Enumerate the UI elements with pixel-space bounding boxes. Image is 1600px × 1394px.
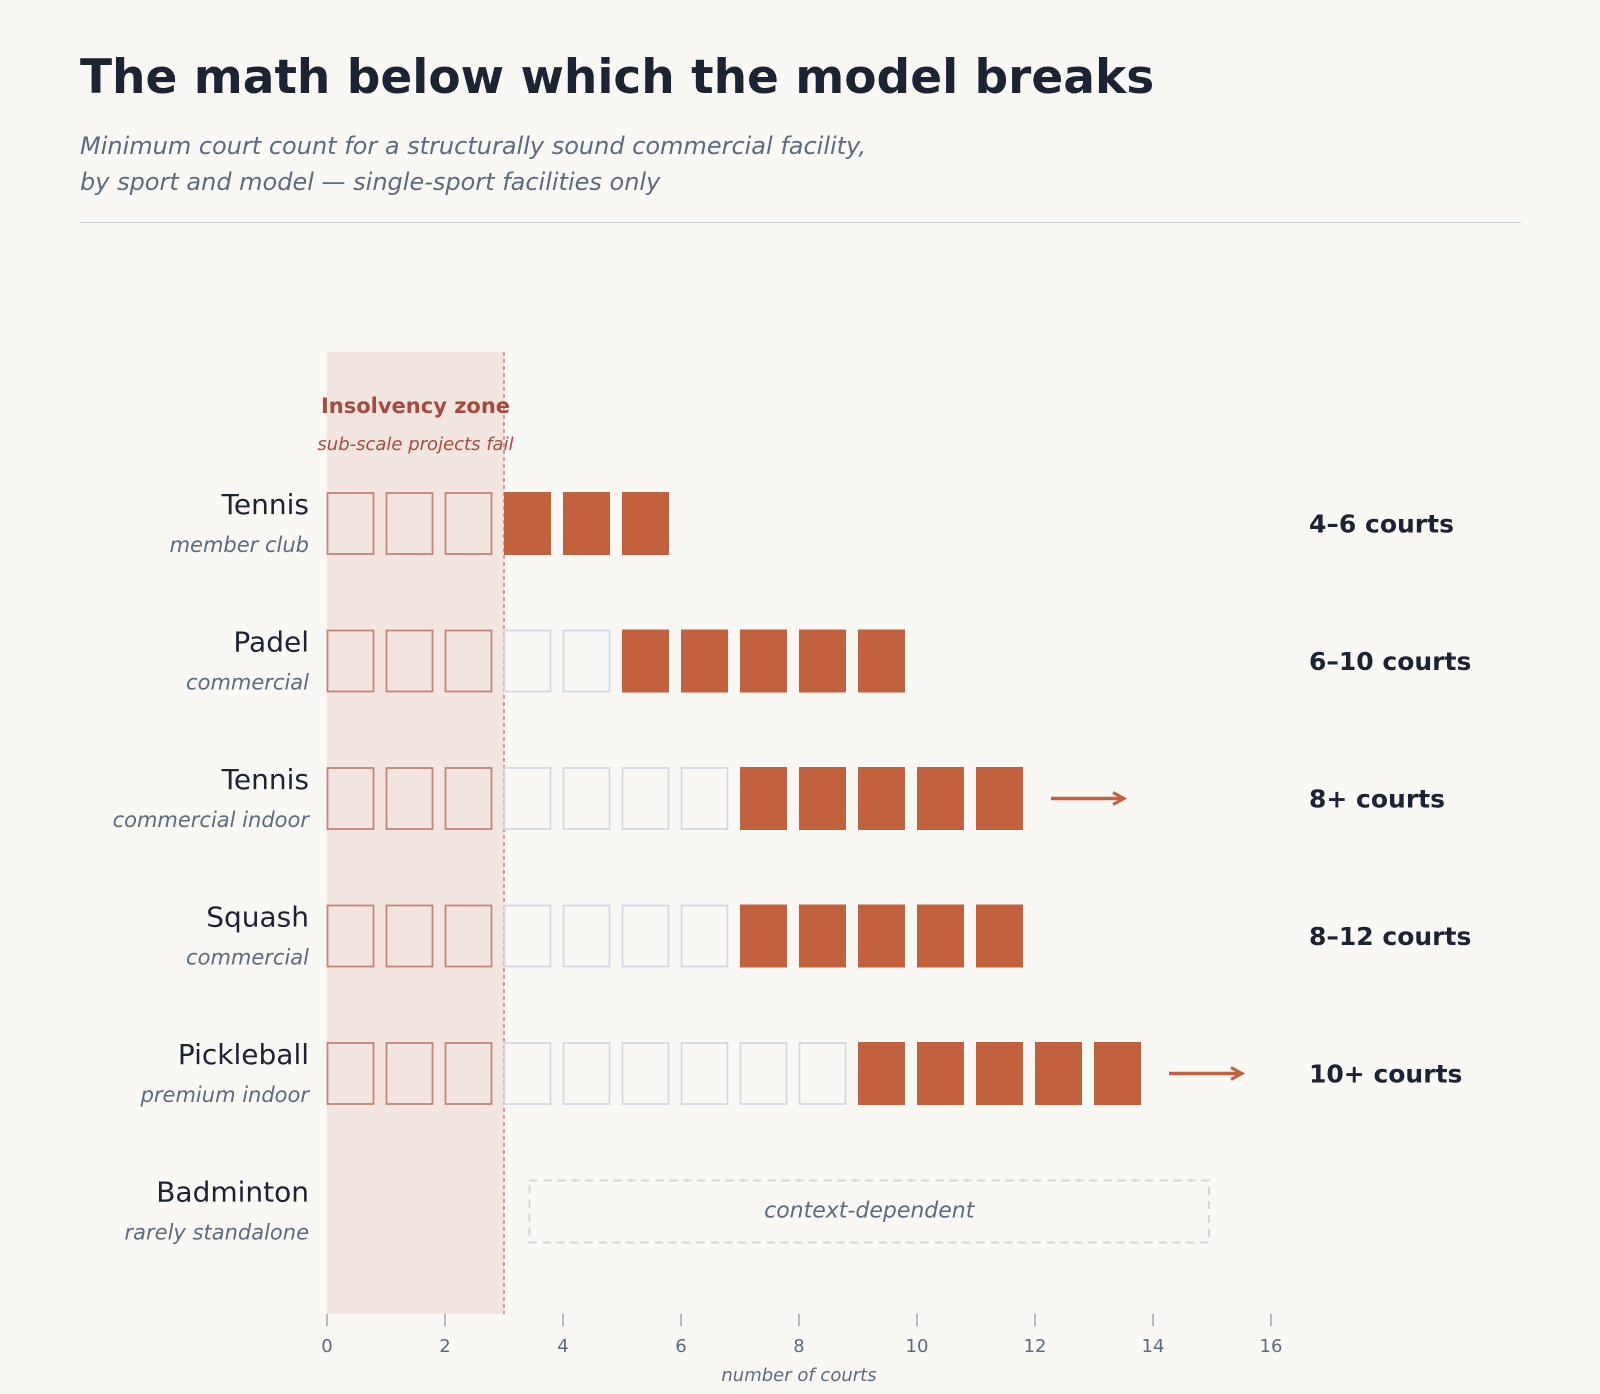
court-filled <box>858 629 905 693</box>
court-filled <box>740 904 787 968</box>
court-empty-zone <box>326 492 375 555</box>
court-filled <box>740 629 787 693</box>
row-model-label: premium indoor <box>140 1083 311 1107</box>
court-filled <box>976 904 1023 968</box>
row-sport-label: Pickleball <box>178 1038 309 1071</box>
chart-title: The math below which the model breaks <box>80 50 1155 105</box>
court-filled <box>799 767 846 830</box>
court-empty-zone <box>385 904 434 968</box>
court-filled <box>740 767 787 830</box>
court-empty <box>621 767 670 830</box>
court-empty <box>562 767 611 830</box>
court-empty-zone <box>444 767 493 830</box>
x-axis-tick-label: 14 <box>1142 1336 1165 1357</box>
row-sport-label: Badminton <box>156 1176 309 1209</box>
court-empty-zone <box>444 492 493 555</box>
row-model-label: commercial <box>186 671 309 695</box>
court-filled <box>681 629 728 693</box>
court-filled <box>504 492 551 555</box>
court-empty-zone <box>385 1042 434 1105</box>
court-empty <box>680 904 729 968</box>
court-filled <box>858 767 905 830</box>
court-filled <box>622 492 669 555</box>
row-sport-label: Padel <box>233 626 309 659</box>
open-ended-arrow-head <box>1112 791 1128 806</box>
court-filled <box>917 904 964 968</box>
context-dependent-note: context-dependent <box>764 1199 976 1224</box>
row-model-label: member club <box>170 533 309 557</box>
court-empty-zone <box>385 492 434 555</box>
row-range-label: 8+ courts <box>1309 785 1445 814</box>
court-filled <box>858 904 905 968</box>
insolvency-zone-title: Insolvency zone <box>321 394 510 418</box>
court-empty-zone <box>385 629 434 693</box>
header-divider <box>80 222 1521 223</box>
court-filled <box>563 492 610 555</box>
insolvency-zone-band <box>327 352 504 1314</box>
court-empty-zone <box>326 1042 375 1105</box>
row-model-label: rarely standalone <box>125 1221 309 1245</box>
x-axis-tick-label: 8 <box>793 1336 804 1357</box>
insolvency-zone-subtitle: sub-scale projects fail <box>317 434 513 455</box>
row-range-label: 4–6 courts <box>1309 510 1454 539</box>
x-axis-tick-label: 2 <box>439 1336 450 1357</box>
court-filled <box>976 767 1023 830</box>
court-filled <box>1035 1042 1082 1105</box>
court-empty <box>503 629 552 693</box>
court-empty-zone <box>444 904 493 968</box>
row-range-label: 8–12 courts <box>1309 922 1471 951</box>
court-empty <box>680 1042 729 1105</box>
row-sport-label: Tennis <box>221 763 309 796</box>
row-sport-label: Squash <box>206 901 309 934</box>
court-filled <box>1094 1042 1141 1105</box>
court-empty-zone <box>326 767 375 830</box>
court-empty-zone <box>444 629 493 693</box>
court-empty <box>503 767 552 830</box>
court-empty <box>562 629 611 693</box>
court-filled <box>976 1042 1023 1105</box>
row-sport-label: Tennis <box>221 488 309 521</box>
court-filled <box>799 904 846 968</box>
court-empty <box>680 767 729 830</box>
court-empty-zone <box>444 1042 493 1105</box>
x-axis-label: number of courts <box>721 1365 876 1386</box>
court-filled <box>622 629 669 693</box>
court-empty-zone <box>326 904 375 968</box>
x-axis-tick-label: 6 <box>675 1336 686 1357</box>
x-axis-tick-label: 10 <box>906 1336 929 1357</box>
court-empty <box>503 904 552 968</box>
court-empty <box>739 1042 788 1105</box>
court-empty-zone <box>326 629 375 693</box>
court-empty <box>621 904 670 968</box>
subtitle-line-2: by sport and model — single-sport facili… <box>80 168 661 196</box>
x-axis-tick-label: 4 <box>557 1336 568 1357</box>
court-empty <box>562 1042 611 1105</box>
x-axis-tick-label: 0 <box>321 1336 332 1357</box>
context-dependent-box <box>528 1179 1210 1244</box>
row-range-label: 6–10 courts <box>1309 647 1471 676</box>
row-model-label: commercial <box>186 946 309 970</box>
court-empty <box>621 1042 670 1105</box>
court-empty <box>798 1042 847 1105</box>
court-filled <box>917 1042 964 1105</box>
row-range-label: 10+ courts <box>1309 1060 1462 1089</box>
x-axis-tick-label: 12 <box>1024 1336 1047 1357</box>
chart-subtitle: Minimum court count for a structurally s… <box>80 128 1180 200</box>
court-empty <box>503 1042 552 1105</box>
open-ended-arrow-head <box>1230 1066 1246 1081</box>
court-filled <box>799 629 846 693</box>
x-axis-tick-label: 16 <box>1260 1336 1283 1357</box>
row-model-label: commercial indoor <box>113 808 311 832</box>
court-empty-zone <box>385 767 434 830</box>
court-filled <box>917 767 964 830</box>
subtitle-line-1: Minimum court count for a structurally s… <box>80 132 867 160</box>
court-filled <box>858 1042 905 1105</box>
court-empty <box>562 904 611 968</box>
